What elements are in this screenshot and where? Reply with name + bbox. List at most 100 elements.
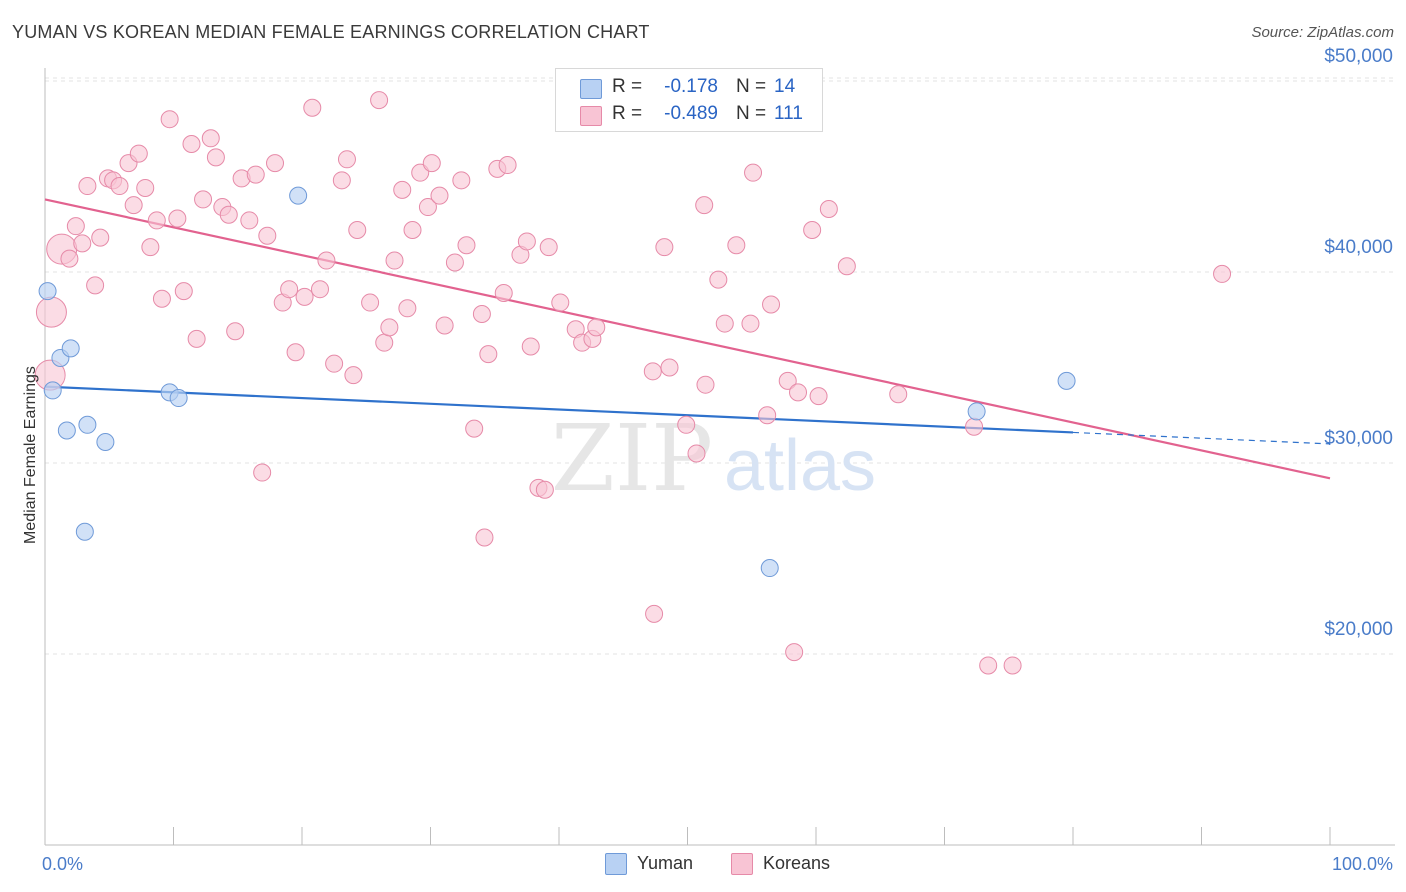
koreans-point <box>837 257 856 276</box>
yuman-point <box>760 559 779 578</box>
yuman-point <box>967 402 986 421</box>
koreans-r-value: -0.489 <box>664 103 718 124</box>
koreans-point <box>398 299 417 318</box>
koreans-point <box>587 318 606 337</box>
yuman-n-label: N = <box>736 76 767 97</box>
yuman-point <box>38 282 57 301</box>
yuman-point <box>169 389 188 408</box>
koreans-point <box>152 289 171 308</box>
koreans-point <box>789 383 808 402</box>
koreans-point <box>758 406 777 425</box>
koreans-point <box>310 280 329 299</box>
axes <box>44 68 1395 846</box>
koreans-point <box>317 251 336 270</box>
koreans-point <box>160 110 179 129</box>
koreans-point <box>361 293 380 312</box>
yuman-point <box>78 415 97 434</box>
koreans-point <box>35 296 67 328</box>
koreans-point <box>266 154 285 173</box>
koreans-point <box>819 199 838 218</box>
koreans-point <box>174 282 193 301</box>
yuman-point <box>289 186 308 205</box>
koreans-point <box>337 150 356 169</box>
koreans-point <box>194 190 213 209</box>
koreans-point <box>643 362 662 381</box>
koreans-point <box>78 177 97 196</box>
koreans-point <box>168 209 187 228</box>
bottom-legend-koreans: Koreans <box>731 852 851 876</box>
koreans-point <box>785 643 804 662</box>
koreans-point <box>494 284 513 303</box>
koreans-point <box>182 135 201 154</box>
yuman-point <box>57 421 76 440</box>
koreans-point <box>709 270 728 289</box>
koreans-point <box>809 387 828 406</box>
koreans-point <box>655 238 674 257</box>
koreans-point <box>280 280 299 299</box>
koreans-point <box>129 144 148 163</box>
koreans-point <box>889 385 908 404</box>
koreans-point <box>286 343 305 362</box>
koreans-point <box>457 236 476 255</box>
koreans-point <box>1003 656 1022 675</box>
y-tick-label: $30,000 <box>1324 428 1393 449</box>
koreans-point <box>465 419 484 438</box>
yuman-point <box>43 381 62 400</box>
koreans-point <box>295 287 314 306</box>
koreans-point <box>246 165 265 184</box>
yuman-point <box>61 339 80 358</box>
koreans-point <box>332 171 351 190</box>
chart-title: YUMAN VS KOREAN MEDIAN FEMALE EARNINGS C… <box>12 22 650 42</box>
koreans-point <box>136 178 155 197</box>
yuman-points <box>38 186 1076 578</box>
yuman-r-value: -0.178 <box>664 76 718 97</box>
koreans-trend-line <box>44 198 1331 480</box>
y-tick-labels: $20,000 $30,000 $40,000 $50,000 <box>1324 46 1393 640</box>
koreans-point <box>539 238 558 257</box>
yuman-r-label: R = <box>612 76 643 97</box>
koreans-point <box>73 234 92 253</box>
yuman-n-value: 14 <box>774 76 796 97</box>
koreans-point <box>403 220 422 239</box>
koreans-point <box>727 236 746 255</box>
x-tick-label: 0.0% <box>42 854 83 874</box>
y-tick-label: $50,000 <box>1324 46 1393 67</box>
koreans-point <box>187 329 206 348</box>
koreans-point <box>380 318 399 337</box>
koreans-point <box>645 604 664 623</box>
koreans-point <box>551 293 570 312</box>
legend-row-koreans: R = -0.489 N = 111 <box>556 100 822 128</box>
bottom-koreans-label: Koreans <box>763 853 831 873</box>
x-tick-labels: 0.0% 100.0% <box>42 854 1393 874</box>
koreans-point <box>445 253 464 272</box>
koreans-point <box>375 333 394 352</box>
trend-lines <box>44 198 1331 480</box>
koreans-point <box>370 91 389 110</box>
koreans-point <box>475 528 494 547</box>
koreans-point <box>660 358 679 377</box>
koreans-point <box>1213 264 1232 283</box>
yuman-trend-line <box>44 385 1074 434</box>
source-label: Source: ZipAtlas.com <box>1251 24 1394 41</box>
koreans-point <box>303 98 322 117</box>
koreans-point <box>778 371 797 390</box>
koreans-point <box>418 198 437 217</box>
bottom-yuman-swatch <box>605 853 627 875</box>
koreans-point <box>517 232 536 251</box>
koreans-point <box>201 129 220 148</box>
gridlines <box>45 77 1395 655</box>
koreans-point <box>472 305 491 324</box>
koreans-point <box>91 228 110 247</box>
koreans-point <box>479 345 498 364</box>
y-tick-label: $20,000 <box>1324 619 1393 640</box>
bottom-yuman-label: Yuman <box>637 853 694 873</box>
koreans-point <box>206 148 225 167</box>
x-tick-label: 100.0% <box>1332 854 1393 874</box>
koreans-n-label: N = <box>736 103 767 124</box>
koreans-point <box>325 354 344 373</box>
koreans-point <box>348 220 367 239</box>
yuman-swatch <box>580 79 602 99</box>
koreans-point <box>687 444 706 463</box>
koreans-point <box>803 220 822 239</box>
